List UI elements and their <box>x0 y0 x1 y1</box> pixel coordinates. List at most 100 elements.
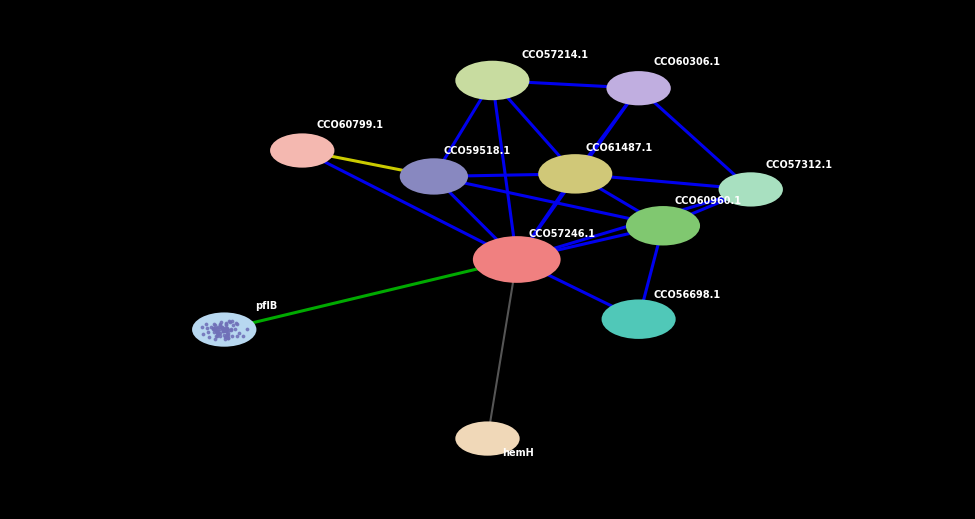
Point <box>219 325 235 333</box>
Point <box>204 323 219 331</box>
Point <box>218 325 234 333</box>
Text: CCO60960.1: CCO60960.1 <box>675 196 742 206</box>
Point <box>214 322 229 331</box>
Point <box>194 323 210 331</box>
Circle shape <box>606 71 671 105</box>
Point <box>217 333 233 342</box>
Circle shape <box>270 133 334 168</box>
Point <box>219 330 235 338</box>
Point <box>208 334 223 343</box>
Point <box>225 320 241 329</box>
Point <box>206 327 221 336</box>
Text: CCO61487.1: CCO61487.1 <box>585 143 652 153</box>
Circle shape <box>538 154 612 194</box>
Point <box>222 324 238 333</box>
Point <box>218 325 234 333</box>
Circle shape <box>626 206 700 245</box>
Point <box>196 330 212 338</box>
Point <box>214 318 229 326</box>
Point <box>222 318 238 326</box>
Point <box>239 325 254 333</box>
Text: CCO56698.1: CCO56698.1 <box>653 290 721 300</box>
Circle shape <box>602 299 676 339</box>
Text: CCO57312.1: CCO57312.1 <box>765 160 833 170</box>
Point <box>219 324 235 333</box>
Point <box>217 324 233 333</box>
Point <box>208 332 223 340</box>
Point <box>211 323 226 331</box>
Point <box>218 319 234 327</box>
Point <box>221 326 237 334</box>
Point <box>217 335 233 344</box>
Point <box>218 321 234 329</box>
Circle shape <box>455 421 520 456</box>
Point <box>208 324 223 332</box>
Point <box>229 332 245 340</box>
Point <box>224 317 240 325</box>
Point <box>220 329 236 337</box>
Point <box>221 317 237 325</box>
Point <box>218 333 234 341</box>
Point <box>213 321 228 330</box>
Text: pflB: pflB <box>255 302 278 311</box>
Point <box>199 324 214 333</box>
Point <box>217 332 233 340</box>
Point <box>220 331 236 339</box>
Point <box>211 330 226 338</box>
Point <box>217 324 233 332</box>
Point <box>229 319 245 327</box>
Point <box>213 332 228 340</box>
Text: CCO57214.1: CCO57214.1 <box>522 50 589 60</box>
Point <box>220 334 236 342</box>
Point <box>224 332 240 340</box>
Point <box>214 324 229 333</box>
Point <box>215 324 231 332</box>
Text: CCO60306.1: CCO60306.1 <box>653 58 721 67</box>
Point <box>215 327 231 335</box>
Point <box>214 322 230 331</box>
Point <box>228 319 244 327</box>
Point <box>216 325 232 334</box>
Point <box>206 319 221 327</box>
Point <box>217 326 233 334</box>
Point <box>213 325 228 333</box>
Text: hemH: hemH <box>502 448 534 458</box>
Point <box>209 327 224 335</box>
Circle shape <box>473 236 561 283</box>
Point <box>210 324 225 333</box>
Point <box>219 334 235 342</box>
Point <box>206 324 221 333</box>
Point <box>209 329 224 337</box>
Text: CCO59518.1: CCO59518.1 <box>444 146 511 156</box>
Point <box>219 332 235 340</box>
Point <box>216 325 232 334</box>
Point <box>217 319 233 327</box>
Point <box>209 327 224 335</box>
Point <box>216 325 232 334</box>
Point <box>205 324 220 332</box>
Text: CCO57246.1: CCO57246.1 <box>528 229 596 239</box>
Point <box>201 333 216 342</box>
Point <box>216 331 232 339</box>
Circle shape <box>192 312 256 347</box>
Circle shape <box>455 61 529 100</box>
Point <box>200 328 215 336</box>
Point <box>211 326 226 335</box>
Circle shape <box>400 158 468 195</box>
Point <box>218 325 234 334</box>
Point <box>218 326 234 335</box>
Point <box>213 329 228 337</box>
Point <box>207 321 222 329</box>
Point <box>222 326 238 334</box>
Point <box>213 320 228 329</box>
Point <box>198 320 214 329</box>
Circle shape <box>719 172 783 207</box>
Point <box>205 324 220 333</box>
Point <box>210 329 225 337</box>
Point <box>215 326 231 335</box>
Point <box>217 326 233 335</box>
Point <box>210 332 225 340</box>
Point <box>231 329 247 337</box>
Point <box>227 324 243 333</box>
Text: CCO60799.1: CCO60799.1 <box>317 120 384 130</box>
